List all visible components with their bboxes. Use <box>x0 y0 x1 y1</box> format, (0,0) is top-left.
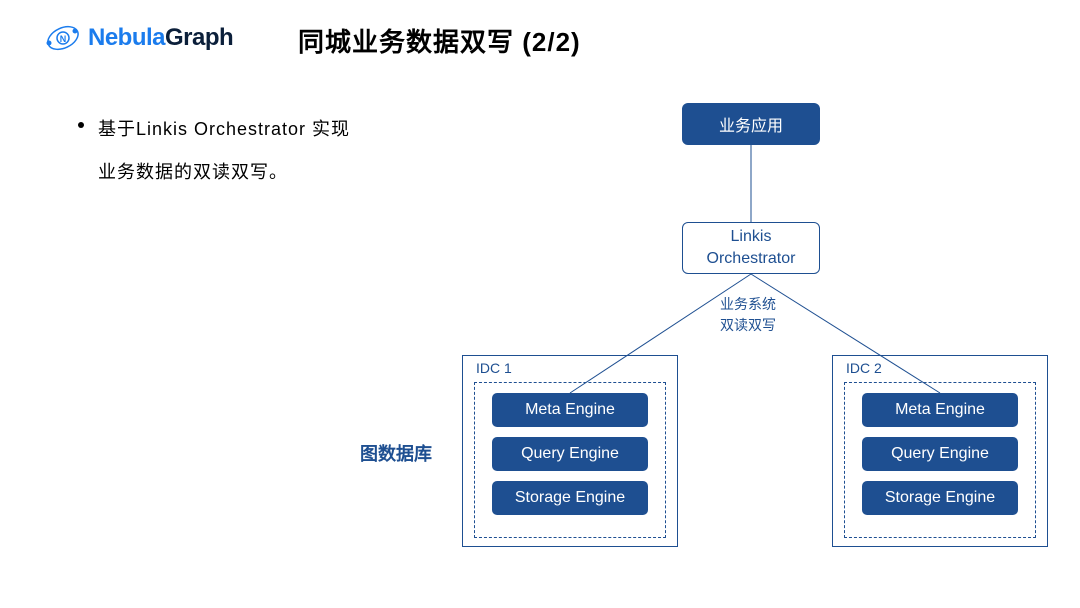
idc-label-1: IDC 1 <box>476 360 512 376</box>
orchestrator-line1: Linkis <box>707 226 796 248</box>
engine-box: Query Engine <box>492 437 648 471</box>
node-orchestrator: Linkis Orchestrator <box>682 222 820 274</box>
slide-title: 同城业务数据双写 (2/2) <box>298 22 581 59</box>
engine-box: Query Engine <box>862 437 1018 471</box>
edge-label-line1: 业务系统 <box>720 294 776 315</box>
orchestrator-line2: Orchestrator <box>707 248 796 270</box>
node-app: 业务应用 <box>682 103 820 145</box>
logo-suffix: Graph <box>165 24 233 51</box>
logo-prefix: Nebula <box>88 24 165 51</box>
engine-box: Meta Engine <box>492 393 648 427</box>
db-label: 图数据库 <box>360 440 432 466</box>
edge-label: 业务系统 双读双写 <box>720 294 776 336</box>
edge-label-line2: 双读双写 <box>720 315 776 336</box>
bullet-text: 基于Linkis Orchestrator 实现业务数据的双读双写。 <box>98 108 358 194</box>
engine-box: Storage Engine <box>862 481 1018 515</box>
node-app-label: 业务应用 <box>719 112 783 136</box>
logo: N NebulaGraph <box>44 18 233 58</box>
engine-box: Meta Engine <box>862 393 1018 427</box>
idc-label-2: IDC 2 <box>846 360 882 376</box>
logo-icon: N <box>44 19 82 57</box>
svg-text:N: N <box>60 34 67 44</box>
engine-box: Storage Engine <box>492 481 648 515</box>
bullet-marker <box>78 122 84 128</box>
